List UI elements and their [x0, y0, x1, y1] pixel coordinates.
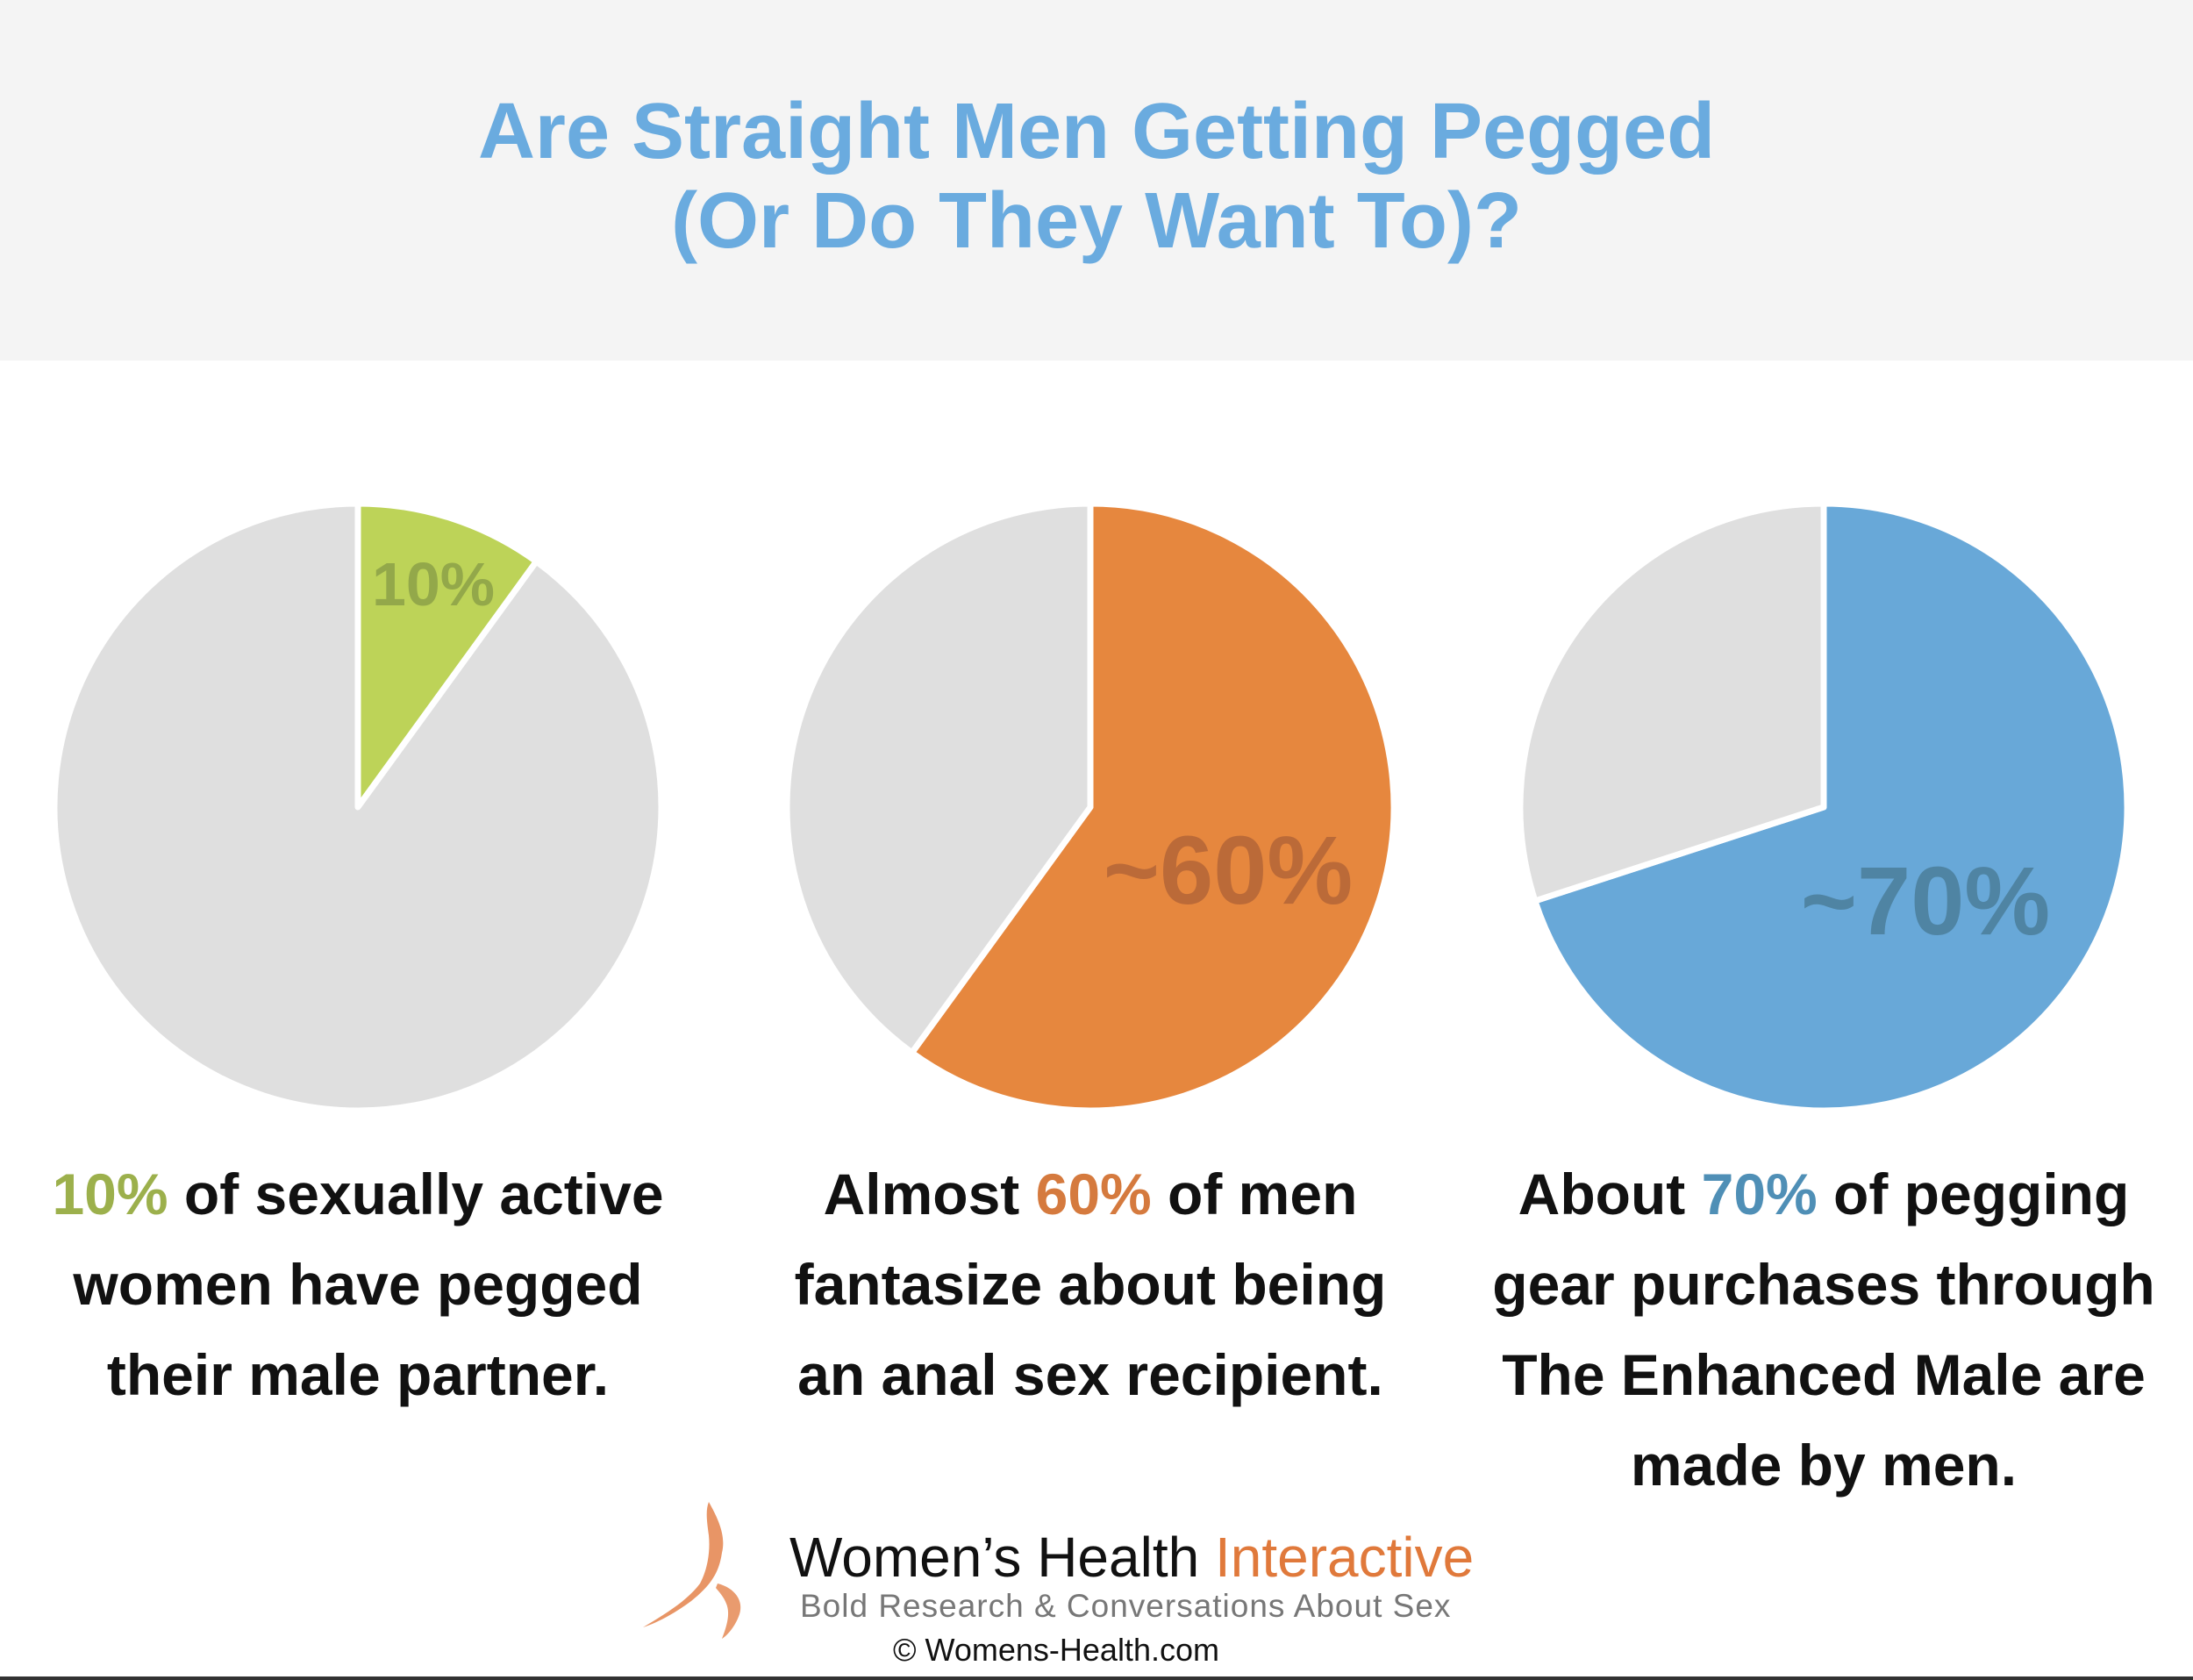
- pie-2-slice-1: [909, 500, 1397, 1114]
- caption-1: 10% of sexually active women have pegged…: [7, 1149, 709, 1420]
- pie-3-slice-1: [1532, 500, 2131, 1114]
- caption-2-line2: fantasize about being: [794, 1252, 1387, 1317]
- title-line-1: Are Straight Men Getting Pegged: [477, 88, 1716, 175]
- caption-3-line4: made by men.: [1630, 1433, 2018, 1498]
- caption-1-line1: of sexually active: [168, 1162, 664, 1226]
- pie-2-label: ~60%: [1104, 817, 1353, 925]
- logo-name-part1: Women’s Health: [789, 1526, 1215, 1589]
- caption-3-line2: gear purchases through: [1492, 1252, 2155, 1317]
- caption-3-highlight: 70%: [1701, 1162, 1818, 1226]
- caption-2-line3: an anal sex recipient.: [797, 1342, 1383, 1407]
- caption-3-line1: of pegging: [1817, 1162, 2130, 1226]
- logo-name-part2: Interactive: [1214, 1526, 1475, 1589]
- logo-figure-icon: [643, 1502, 741, 1639]
- pie-2-slice-2: [783, 500, 1094, 1056]
- caption-1-line3: their male partner.: [106, 1342, 610, 1407]
- pie-1-slice-2: [51, 500, 665, 1114]
- caption-2-line1: of men: [1151, 1162, 1358, 1226]
- pie-3-slice-2: [1517, 500, 1827, 904]
- bottom-divider: [0, 1676, 2193, 1680]
- logo-name: Women’s Health Interactive: [789, 1525, 1474, 1590]
- caption-1-line2: women have pegged: [73, 1252, 643, 1317]
- caption-2-highlight: 60%: [1035, 1162, 1152, 1226]
- header-banner: [0, 0, 2193, 361]
- caption-3: About 70% of pegging gear purchases thro…: [1473, 1149, 2175, 1511]
- pie-1-slice-1: [354, 500, 539, 811]
- caption-2-pre: Almost: [823, 1162, 1036, 1226]
- caption-1-highlight: 10%: [52, 1162, 168, 1226]
- pie-1-label: 10%: [372, 550, 495, 618]
- caption-3-line3: The Enhanced Male are: [1502, 1342, 2146, 1407]
- caption-3-pre: About: [1518, 1162, 1702, 1226]
- logo-tagline: Bold Research & Conversations About Sex: [800, 1588, 1452, 1624]
- pie-3-label: ~70%: [1801, 847, 2050, 955]
- caption-2: Almost 60% of men fantasize about being …: [739, 1149, 1441, 1420]
- copyright: © Womens-Health.com: [893, 1632, 1219, 1668]
- title-line-2: (Or Do They Want To)?: [671, 177, 1522, 265]
